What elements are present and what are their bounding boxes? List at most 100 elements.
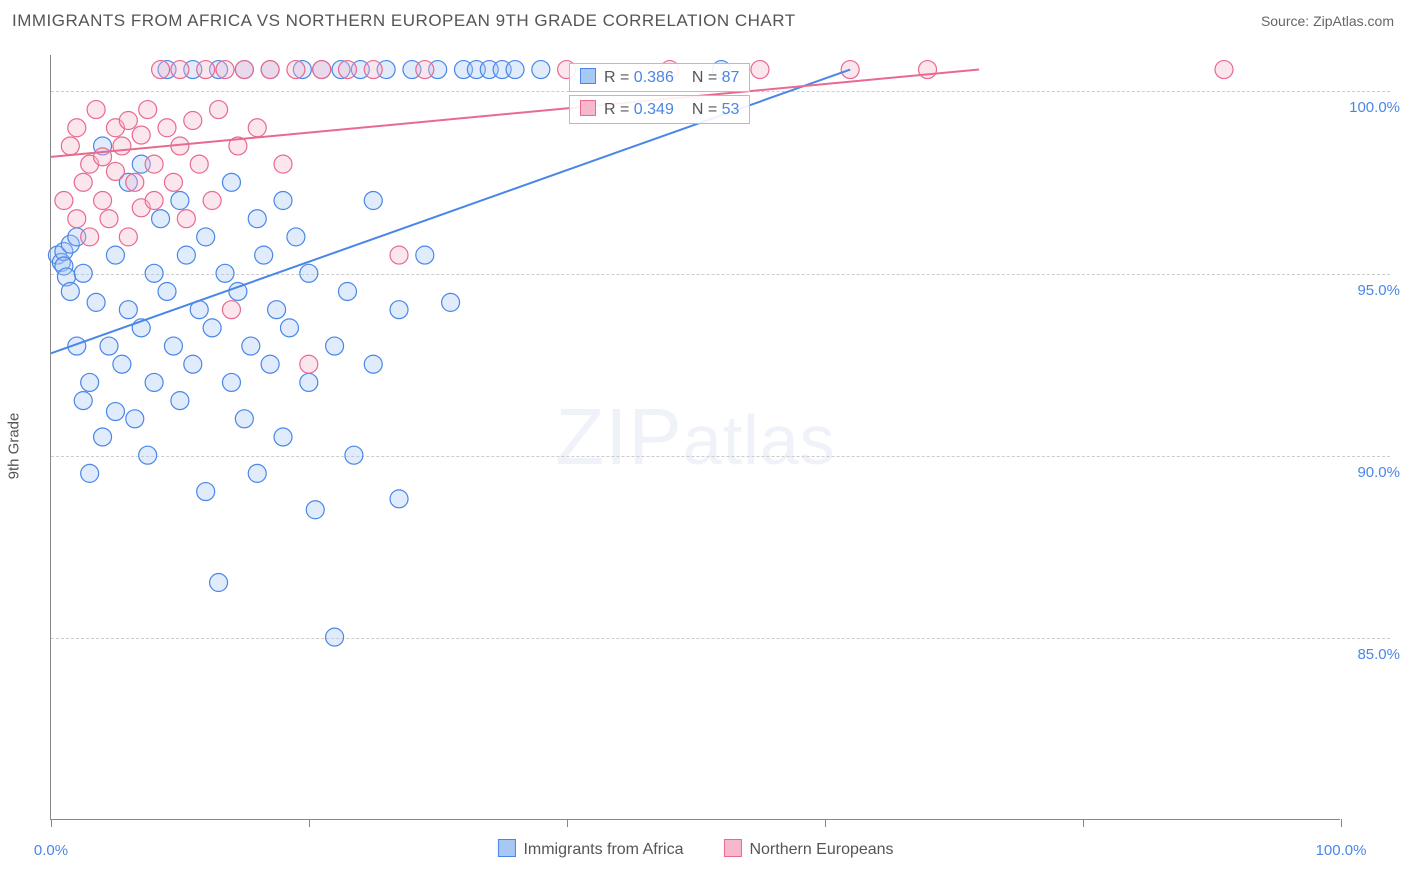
data-point [190, 155, 208, 173]
data-point [326, 337, 344, 355]
data-point [345, 446, 363, 464]
data-point [287, 61, 305, 79]
data-point [106, 162, 124, 180]
legend-swatch [723, 839, 741, 857]
x-tick [1083, 819, 1084, 827]
legend-bottom: Immigrants from Africa Northern Europeans [497, 839, 893, 859]
data-point [442, 293, 460, 311]
stat-n-value: 53 [722, 101, 740, 118]
data-point [222, 301, 240, 319]
data-point [532, 61, 550, 79]
data-point [306, 501, 324, 519]
data-point [177, 210, 195, 228]
plot-area: ZIPatlas 85.0%90.0%95.0%100.0% R = 0.386… [50, 55, 1340, 820]
data-point [248, 210, 266, 228]
plot-wrap: ZIPatlas 85.0%90.0%95.0%100.0% R = 0.386… [50, 55, 1340, 820]
data-point [81, 464, 99, 482]
data-point [139, 446, 157, 464]
y-tick-label: 100.0% [1345, 99, 1400, 116]
data-point [197, 61, 215, 79]
data-point [274, 155, 292, 173]
stat-r-label: R = [604, 69, 634, 86]
x-tick [1341, 819, 1342, 827]
data-point [74, 173, 92, 191]
data-point [222, 173, 240, 191]
data-point [203, 192, 221, 210]
legend-item: Northern Europeans [723, 839, 893, 859]
data-point [268, 301, 286, 319]
data-point [416, 246, 434, 264]
stat-box: R = 0.349 N = 53 [569, 95, 750, 124]
data-point [74, 264, 92, 282]
data-point [158, 119, 176, 137]
data-point [171, 392, 189, 410]
data-point [145, 373, 163, 391]
data-point [132, 126, 150, 144]
data-point [94, 428, 112, 446]
data-point [119, 301, 137, 319]
x-tick [567, 819, 568, 827]
x-tick [825, 819, 826, 827]
stat-n-label: N = [692, 69, 722, 86]
data-point [261, 61, 279, 79]
data-point [216, 264, 234, 282]
data-point [364, 61, 382, 79]
data-point [139, 101, 157, 119]
data-point [94, 192, 112, 210]
data-point [248, 464, 266, 482]
legend-swatch [497, 839, 515, 857]
data-point [203, 319, 221, 337]
x-tick [51, 819, 52, 827]
data-point [197, 228, 215, 246]
data-point [145, 192, 163, 210]
chart-header: IMMIGRANTS FROM AFRICA VS NORTHERN EUROP… [0, 0, 1406, 42]
stat-n-value: 87 [722, 69, 740, 86]
data-point [152, 61, 170, 79]
data-point [390, 246, 408, 264]
y-tick-label: 85.0% [1345, 646, 1400, 663]
data-point [274, 192, 292, 210]
data-point [106, 246, 124, 264]
data-point [210, 574, 228, 592]
data-point [171, 192, 189, 210]
data-point [235, 410, 253, 428]
x-tick [309, 819, 310, 827]
data-point [81, 373, 99, 391]
source-link[interactable]: ZipAtlas.com [1313, 13, 1394, 29]
stat-n-label: N = [692, 101, 722, 118]
stat-r-label: R = [604, 101, 634, 118]
data-point [242, 337, 260, 355]
legend-swatch [580, 100, 596, 116]
stat-r-value: 0.349 [634, 101, 674, 118]
data-point [184, 111, 202, 129]
data-point [364, 192, 382, 210]
data-point [261, 355, 279, 373]
data-point [248, 119, 266, 137]
data-point [126, 410, 144, 428]
data-point [390, 301, 408, 319]
data-point [55, 192, 73, 210]
x-tick-label: 0.0% [34, 842, 68, 859]
data-point [158, 282, 176, 300]
stat-box: R = 0.386 N = 87 [569, 63, 750, 92]
y-axis-label: 9th Grade [6, 413, 23, 480]
data-point [177, 246, 195, 264]
legend-item: Immigrants from Africa [497, 839, 683, 859]
data-point [300, 355, 318, 373]
data-point [119, 111, 137, 129]
data-point [390, 490, 408, 508]
data-point [313, 61, 331, 79]
data-point [164, 173, 182, 191]
stat-r-value: 0.386 [634, 69, 674, 86]
data-point [222, 373, 240, 391]
data-point [171, 61, 189, 79]
y-tick-label: 90.0% [1345, 464, 1400, 481]
data-point [68, 119, 86, 137]
data-point [68, 210, 86, 228]
source-attribution: Source: ZipAtlas.com [1261, 13, 1394, 29]
data-point [216, 61, 234, 79]
data-point [100, 337, 118, 355]
data-point [61, 137, 79, 155]
data-point [74, 392, 92, 410]
data-point [274, 428, 292, 446]
